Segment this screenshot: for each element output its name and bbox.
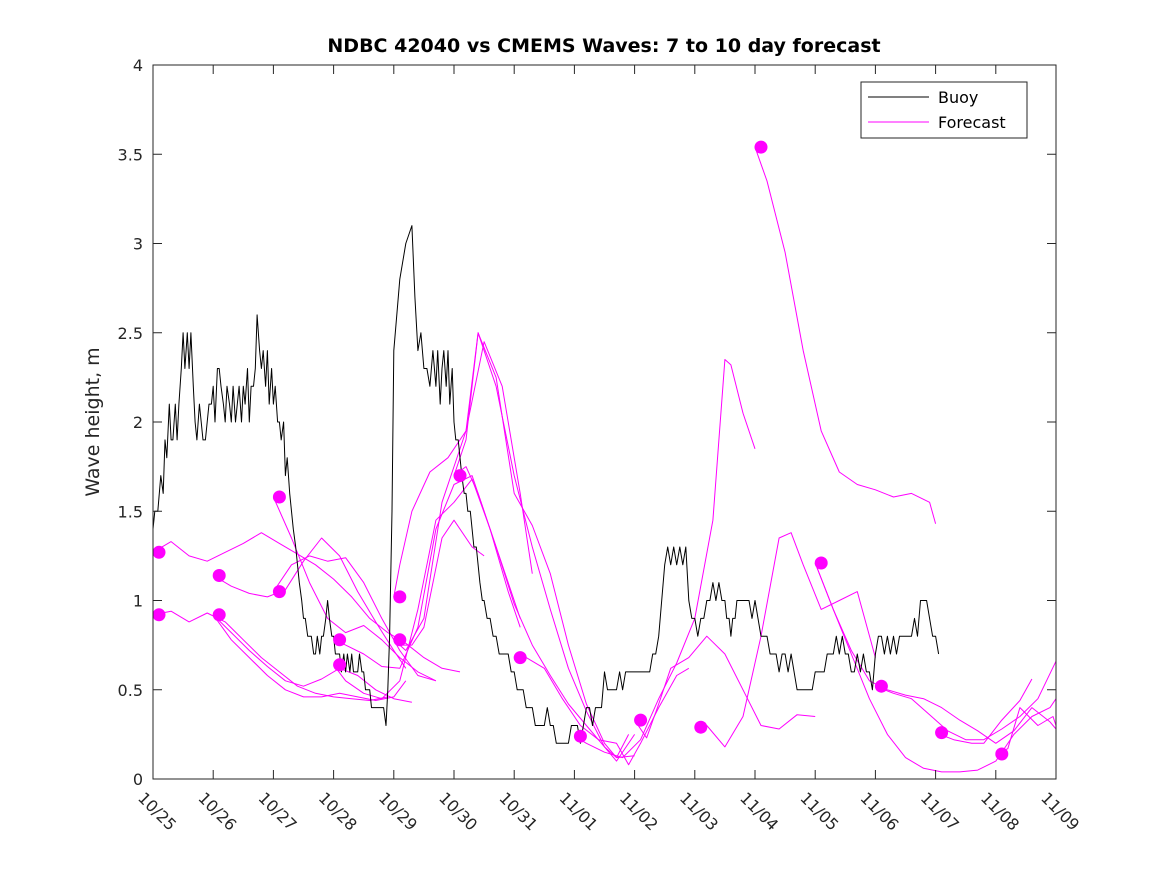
x-tick-label: 11/02 [616, 788, 662, 834]
x-tick-label: 11/01 [556, 788, 602, 834]
forecast-start-marker [393, 633, 407, 647]
forecast-start-marker [333, 633, 347, 647]
forecast-series-line [212, 537, 407, 669]
forecast-series-line [875, 660, 1057, 741]
forecast-series-line [272, 555, 437, 682]
forecast-series-line [754, 146, 937, 524]
forecast-series-line [935, 678, 1033, 744]
x-tick-label: 10/25 [134, 788, 180, 834]
forecast-start-marker [333, 658, 347, 672]
x-tick-label: 10/29 [375, 788, 421, 834]
plot-area [153, 65, 1056, 779]
y-tick-label: 1.5 [118, 502, 143, 521]
y-tick-label: 2.5 [118, 324, 143, 343]
x-tick-label: 11/07 [917, 788, 963, 834]
x-tick-label: 10/28 [315, 788, 361, 834]
forecast-series-line [393, 341, 533, 597]
legend-label-forecast: Forecast [938, 113, 1006, 132]
buoy-series-line [152, 225, 940, 744]
y-tick-label: 3 [133, 235, 143, 254]
forecast-start-marker [814, 556, 828, 570]
forecast-start-marker [212, 569, 226, 582]
marker-layer [152, 140, 1009, 761]
y-axis-label: Wave height, m [82, 347, 104, 496]
series-layer [152, 146, 1057, 773]
x-tick-label: 11/06 [857, 788, 903, 834]
forecast-series-line [694, 532, 876, 748]
x-tick-label: 11/05 [796, 788, 842, 834]
forecast-series-line [634, 635, 816, 739]
forecast-start-marker [152, 545, 166, 559]
forecast-start-marker [995, 747, 1009, 761]
forecast-series-line [212, 614, 407, 701]
forecast-series-line [453, 466, 636, 762]
legend-box [860, 81, 1028, 139]
y-tick-label: 4 [133, 56, 143, 75]
forecast-series-line [814, 562, 1057, 773]
forecast-start-marker [513, 651, 527, 665]
legend-label-buoy: Buoy [938, 88, 978, 107]
y-tick-label: 1 [133, 592, 143, 611]
y-tick-label: 0.5 [118, 681, 143, 700]
x-tick-label: 10/27 [255, 788, 301, 834]
x-tick-label: 10/26 [194, 788, 240, 834]
forecast-series-line [453, 332, 630, 759]
forecast-series-line [212, 614, 412, 703]
forecast-series-line [514, 657, 690, 766]
x-tick-label: 11/03 [676, 788, 722, 834]
chart-title: NDBC 42040 vs CMEMS Waves: 7 to 10 day f… [327, 35, 880, 57]
forecast-start-marker [634, 713, 648, 727]
forecast-start-marker [152, 608, 166, 622]
forecast-start-marker [874, 679, 888, 693]
y-axis-ticks: 0 0.5 1 1.5 2 2.5 3 3.5 4 [118, 56, 1056, 789]
forecast-series-line [574, 359, 756, 759]
forecast-start-marker [272, 490, 286, 504]
forecast-series-line [393, 332, 635, 759]
forecast-start-marker [935, 726, 949, 740]
forecast-start-marker [272, 585, 286, 599]
forecast-start-marker [453, 469, 467, 483]
forecast-start-marker [694, 720, 708, 734]
forecast-start-marker [573, 729, 587, 743]
x-tick-label: 11/09 [1037, 788, 1083, 834]
forecast-start-marker [754, 140, 768, 154]
x-tick-label: 10/30 [435, 788, 481, 834]
legend: Buoy Forecast [860, 81, 1028, 139]
y-tick-label: 3.5 [118, 145, 143, 164]
y-tick-label: 2 [133, 413, 143, 432]
forecast-series-line [814, 562, 1057, 744]
y-tick-label: 0 [133, 770, 143, 789]
forecast-start-marker [393, 590, 407, 604]
forecast-start-marker [212, 608, 226, 622]
x-tick-label: 11/04 [736, 788, 782, 834]
x-tick-label: 10/31 [495, 788, 541, 834]
forecast-series-line [152, 610, 388, 701]
x-tick-label: 11/08 [977, 788, 1023, 834]
